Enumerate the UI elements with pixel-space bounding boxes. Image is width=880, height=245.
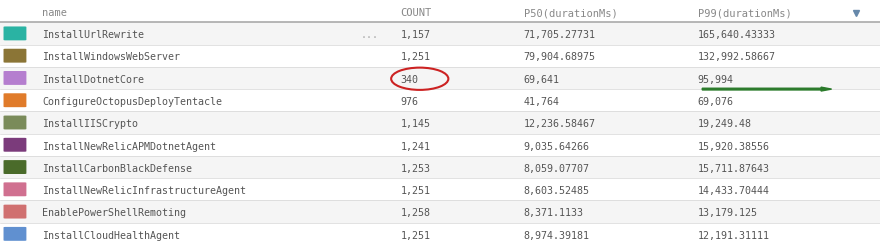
Text: InstallNewRelicInfrastructureAgent: InstallNewRelicInfrastructureAgent <box>42 186 246 196</box>
Text: 1,145: 1,145 <box>400 119 430 129</box>
Text: InstallWindowsWebServer: InstallWindowsWebServer <box>42 52 180 62</box>
Text: 132,992.58667: 132,992.58667 <box>698 52 776 62</box>
Text: 12,191.31111: 12,191.31111 <box>698 231 770 241</box>
Text: 69,641: 69,641 <box>524 75 560 85</box>
Text: 8,603.52485: 8,603.52485 <box>524 186 590 196</box>
Text: 1,251: 1,251 <box>400 231 430 241</box>
Text: InstallDotnetCore: InstallDotnetCore <box>42 75 144 85</box>
Text: 1,241: 1,241 <box>400 142 430 152</box>
Text: 1,251: 1,251 <box>400 186 430 196</box>
FancyBboxPatch shape <box>4 160 26 174</box>
Text: P99(durationMs): P99(durationMs) <box>698 8 792 18</box>
Text: 8,059.07707: 8,059.07707 <box>524 164 590 174</box>
Text: 165,640.43333: 165,640.43333 <box>698 30 776 40</box>
Text: 95,994: 95,994 <box>698 75 734 85</box>
Bar <box>0 200 880 223</box>
Bar <box>0 178 880 200</box>
Text: 15,711.87643: 15,711.87643 <box>698 164 770 174</box>
Text: InstallCloudHealthAgent: InstallCloudHealthAgent <box>42 231 180 241</box>
Bar <box>0 134 880 156</box>
Text: InstallNewRelicAPMDotnetAgent: InstallNewRelicAPMDotnetAgent <box>42 142 216 152</box>
Bar <box>0 156 880 178</box>
Text: 9,035.64266: 9,035.64266 <box>524 142 590 152</box>
Text: 79,904.68975: 79,904.68975 <box>524 52 596 62</box>
Bar <box>0 223 880 245</box>
Text: ConfigureOctopusDeployTentacle: ConfigureOctopusDeployTentacle <box>42 97 223 107</box>
Bar <box>0 0 880 22</box>
Text: EnablePowerShellRemoting: EnablePowerShellRemoting <box>42 208 187 218</box>
Text: 340: 340 <box>400 75 418 85</box>
FancyBboxPatch shape <box>4 227 26 241</box>
Text: 41,764: 41,764 <box>524 97 560 107</box>
Text: 69,076: 69,076 <box>698 97 734 107</box>
Text: 15,920.38556: 15,920.38556 <box>698 142 770 152</box>
Text: 1,258: 1,258 <box>400 208 430 218</box>
Text: 19,249.48: 19,249.48 <box>698 119 752 129</box>
FancyBboxPatch shape <box>4 182 26 196</box>
Text: InstallIISCrypto: InstallIISCrypto <box>42 119 138 129</box>
FancyBboxPatch shape <box>4 49 26 63</box>
Text: name: name <box>42 8 67 18</box>
Bar <box>0 45 880 67</box>
Text: 1,251: 1,251 <box>400 52 430 62</box>
Bar <box>0 67 880 89</box>
FancyArrow shape <box>702 87 832 91</box>
Bar <box>0 89 880 111</box>
Bar <box>0 22 880 45</box>
FancyBboxPatch shape <box>4 205 26 219</box>
Text: COUNT: COUNT <box>400 8 432 18</box>
Text: 1,253: 1,253 <box>400 164 430 174</box>
FancyBboxPatch shape <box>4 138 26 152</box>
Text: 14,433.70444: 14,433.70444 <box>698 186 770 196</box>
Text: ...: ... <box>361 30 378 40</box>
Text: 8,974.39181: 8,974.39181 <box>524 231 590 241</box>
Text: 71,705.27731: 71,705.27731 <box>524 30 596 40</box>
Text: 12,236.58467: 12,236.58467 <box>524 119 596 129</box>
Text: 13,179.125: 13,179.125 <box>698 208 758 218</box>
Text: InstallCarbonBlackDefense: InstallCarbonBlackDefense <box>42 164 192 174</box>
Text: 1,157: 1,157 <box>400 30 430 40</box>
FancyBboxPatch shape <box>4 71 26 85</box>
Text: 976: 976 <box>400 97 418 107</box>
FancyBboxPatch shape <box>4 116 26 129</box>
FancyBboxPatch shape <box>4 93 26 107</box>
Bar <box>0 111 880 134</box>
Text: InstallUrlRewrite: InstallUrlRewrite <box>42 30 144 40</box>
Text: P50(durationMs): P50(durationMs) <box>524 8 618 18</box>
Text: 8,371.1133: 8,371.1133 <box>524 208 583 218</box>
FancyBboxPatch shape <box>4 26 26 40</box>
